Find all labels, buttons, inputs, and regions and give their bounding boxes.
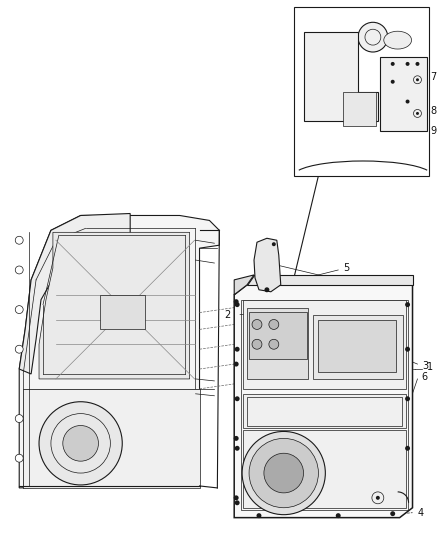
Circle shape — [269, 340, 279, 349]
Polygon shape — [243, 300, 406, 389]
Circle shape — [416, 78, 419, 81]
Circle shape — [272, 242, 276, 246]
Circle shape — [265, 287, 269, 292]
Circle shape — [15, 415, 23, 423]
Circle shape — [252, 319, 262, 329]
Circle shape — [406, 100, 410, 103]
Text: 7: 7 — [431, 72, 437, 82]
Circle shape — [405, 302, 410, 307]
Text: 5: 5 — [343, 263, 350, 273]
Ellipse shape — [384, 31, 412, 49]
Circle shape — [235, 396, 240, 401]
Polygon shape — [243, 431, 406, 508]
Polygon shape — [247, 275, 413, 285]
Circle shape — [391, 62, 395, 66]
Polygon shape — [293, 7, 429, 176]
Circle shape — [257, 513, 261, 518]
Circle shape — [15, 266, 23, 274]
Circle shape — [264, 453, 304, 493]
Circle shape — [358, 22, 388, 52]
Polygon shape — [39, 232, 190, 379]
Text: 1: 1 — [427, 362, 434, 372]
Circle shape — [63, 425, 99, 461]
Circle shape — [252, 340, 262, 349]
Polygon shape — [23, 389, 200, 488]
Circle shape — [390, 511, 395, 516]
Circle shape — [416, 112, 419, 115]
Circle shape — [234, 361, 239, 367]
Polygon shape — [314, 314, 403, 379]
Polygon shape — [249, 312, 307, 359]
Circle shape — [235, 302, 240, 307]
Polygon shape — [234, 285, 413, 518]
Circle shape — [15, 454, 23, 462]
Circle shape — [235, 347, 240, 352]
Circle shape — [336, 513, 341, 518]
Polygon shape — [100, 295, 145, 329]
Polygon shape — [247, 308, 308, 379]
Text: 4: 4 — [417, 508, 424, 518]
Polygon shape — [318, 319, 396, 372]
Polygon shape — [254, 238, 281, 292]
Circle shape — [269, 319, 279, 329]
Circle shape — [15, 305, 23, 313]
Polygon shape — [234, 275, 254, 295]
Circle shape — [235, 500, 240, 505]
Circle shape — [406, 62, 410, 66]
Circle shape — [405, 396, 410, 401]
Polygon shape — [343, 92, 376, 126]
Polygon shape — [243, 394, 406, 429]
Circle shape — [235, 446, 240, 451]
Circle shape — [234, 495, 239, 500]
Circle shape — [234, 299, 239, 304]
Polygon shape — [304, 32, 378, 122]
Text: 9: 9 — [431, 126, 437, 136]
Circle shape — [391, 80, 395, 84]
Text: 8: 8 — [431, 107, 437, 116]
Polygon shape — [380, 57, 427, 131]
Circle shape — [249, 438, 318, 508]
Circle shape — [405, 446, 410, 451]
Polygon shape — [19, 214, 130, 374]
Circle shape — [376, 496, 380, 500]
Circle shape — [15, 236, 23, 244]
Circle shape — [242, 431, 325, 515]
Circle shape — [416, 62, 420, 66]
Text: 3: 3 — [422, 361, 428, 371]
Text: 6: 6 — [421, 372, 427, 382]
Circle shape — [234, 436, 239, 441]
Circle shape — [15, 345, 23, 353]
Circle shape — [405, 347, 410, 352]
Text: 2: 2 — [224, 310, 230, 320]
Polygon shape — [19, 215, 219, 488]
Circle shape — [39, 402, 122, 485]
